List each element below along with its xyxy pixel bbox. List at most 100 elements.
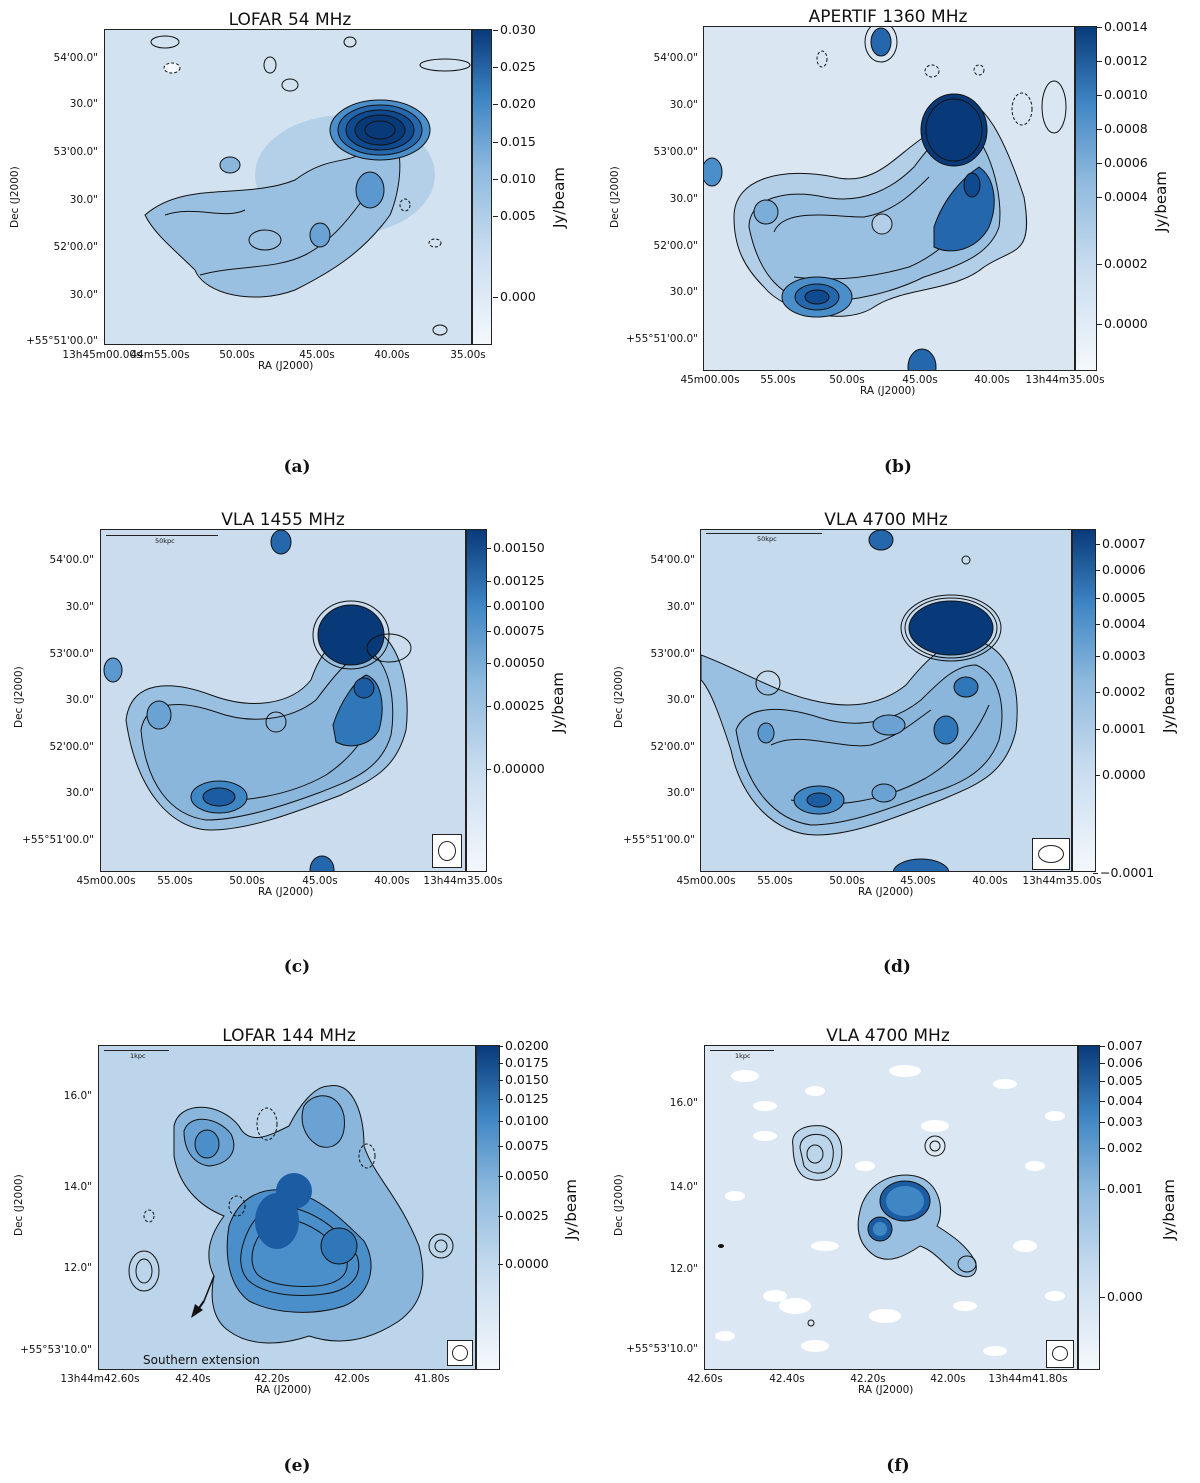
radio-map [100,529,466,872]
y-tick: +55°51'00.0" [623,834,695,846]
radio-map [98,1045,476,1370]
x-tick: 50.00s [829,875,865,887]
x-axis-label: RA (J2000) [258,886,314,898]
colorbar-tick: 0.00050 [486,655,545,670]
colorbar-tick: 0.004 [1100,1093,1143,1108]
colorbar-tick: 0.003 [1100,1114,1143,1129]
colorbar-label: Jy/beam [550,167,568,228]
colorbar-tick: 0.000 [493,289,536,304]
colorbar-tick: 0.0014 [1097,19,1148,34]
x-tick: 45.00s [900,875,936,887]
y-tick: 30.0" [666,601,695,613]
y-tick: 52'00.0" [53,241,98,253]
x-tick: 45m00.00s [680,374,740,386]
colorbar-tick: 0.0006 [1095,562,1146,577]
panel-caption: (f) [886,1456,910,1476]
colorbar-label: Jy/beam [1160,1179,1178,1240]
colorbar-tick: 0.0000 [1097,316,1148,331]
radio-map-image [705,1046,1077,1369]
x-tick: 40.00s [374,349,410,361]
y-axis-label: Dec (J2000) [613,1174,625,1236]
colorbar-tick: 0.001 [1100,1181,1143,1196]
colorbar-tick: 0.005 [1100,1073,1143,1088]
colorbar-tick: 0.005 [493,208,536,223]
y-tick: 30.0" [666,787,695,799]
x-tick: 13h44m35.00s [423,875,503,887]
x-tick: 55.00s [760,374,796,386]
colorbar-tick: 0.0002 [1095,684,1146,699]
x-tick: 50.00s [219,349,255,361]
y-tick: +55°51'00.0" [26,335,98,347]
y-tick: 30.0" [666,694,695,706]
x-tick: 44m55.00s [130,349,190,361]
scale-bar-label: 50kpc [757,535,777,543]
colorbar-tick: 0.0006 [1097,155,1148,170]
beam-indicator [447,1340,473,1366]
panel-title: VLA 1455 MHz [221,510,345,530]
y-axis-label: Dec (J2000) [13,1174,25,1236]
colorbar-tick: 0.0004 [1095,616,1146,631]
x-tick: 42.20s [254,1373,290,1385]
panel-title: APERTIF 1360 MHz [808,7,968,27]
colorbar-tick: 0.00025 [486,698,545,713]
y-axis-label: Dec (J2000) [13,666,25,728]
colorbar-tick: 0.0125 [498,1091,549,1106]
y-tick: 30.0" [669,193,698,205]
panel-title: VLA 4700 MHz [826,1026,950,1046]
colorbar [466,529,487,872]
x-tick: 42.40s [175,1373,211,1385]
panel-title: VLA 4700 MHz [824,510,948,530]
x-axis-label: RA (J2000) [860,385,916,397]
y-tick: 53'00.0" [653,146,698,158]
y-tick: 54'00.0" [53,52,98,64]
x-axis-label: RA (J2000) [256,1384,312,1396]
scale-bar-label: 50kpc [155,537,175,545]
scale-bar-label: 1kpc [130,1052,146,1060]
x-tick: 42.60s [687,1373,723,1385]
colorbar-tick: 0.0005 [1095,590,1146,605]
panel-caption: (d) [883,957,911,977]
beam-indicator [432,834,462,868]
y-axis-label: Dec (J2000) [9,166,21,228]
y-tick: 54'00.0" [49,554,94,566]
x-tick: 55.00s [157,875,193,887]
y-tick: 30.0" [65,601,94,613]
radio-map-image [101,530,465,871]
x-axis-label: RA (J2000) [858,1384,914,1396]
y-tick: +55°51'00.0" [22,834,94,846]
x-tick: 45m00.00s [76,875,136,887]
colorbar-tick: 0.00125 [486,573,545,588]
y-tick: 52'00.0" [653,240,698,252]
y-tick: 53'00.0" [53,146,98,158]
y-axis-label: Dec (J2000) [613,666,625,728]
x-tick: 50.00s [229,875,265,887]
radio-map-image [704,27,1074,370]
colorbar-label: Jy/beam [1160,672,1178,733]
y-tick: 30.0" [69,289,98,301]
radio-map-image [701,530,1071,871]
colorbar-tick: 0.002 [1100,1140,1143,1155]
panel-caption: (c) [283,957,311,977]
colorbar [1072,529,1096,872]
radio-map-image [99,1046,475,1369]
y-tick: +55°53'10.0" [626,1343,698,1355]
x-tick: 13h44m41.80s [988,1373,1068,1385]
colorbar-label: Jy/beam [1152,171,1170,232]
colorbar-tick: 0.0002 [1097,256,1148,271]
colorbar-tick: 0.015 [493,134,536,149]
radio-map-image [105,30,471,344]
y-tick: 53'00.0" [650,648,695,660]
radio-map [104,29,472,345]
x-tick: 42.00s [930,1373,966,1385]
x-tick: 40.00s [972,875,1008,887]
scale-bar [104,1050,169,1051]
panel-caption: (a) [283,457,311,477]
x-tick: 45.00s [902,374,938,386]
colorbar [472,29,492,345]
y-tick: 30.0" [69,98,98,110]
colorbar-tick: 0.0050 [498,1168,549,1183]
scale-bar-label: 1kpc [735,1052,751,1060]
colorbar-tick: 0.0075 [498,1138,549,1153]
x-tick: 40.00s [374,875,410,887]
scale-bar [106,535,218,536]
